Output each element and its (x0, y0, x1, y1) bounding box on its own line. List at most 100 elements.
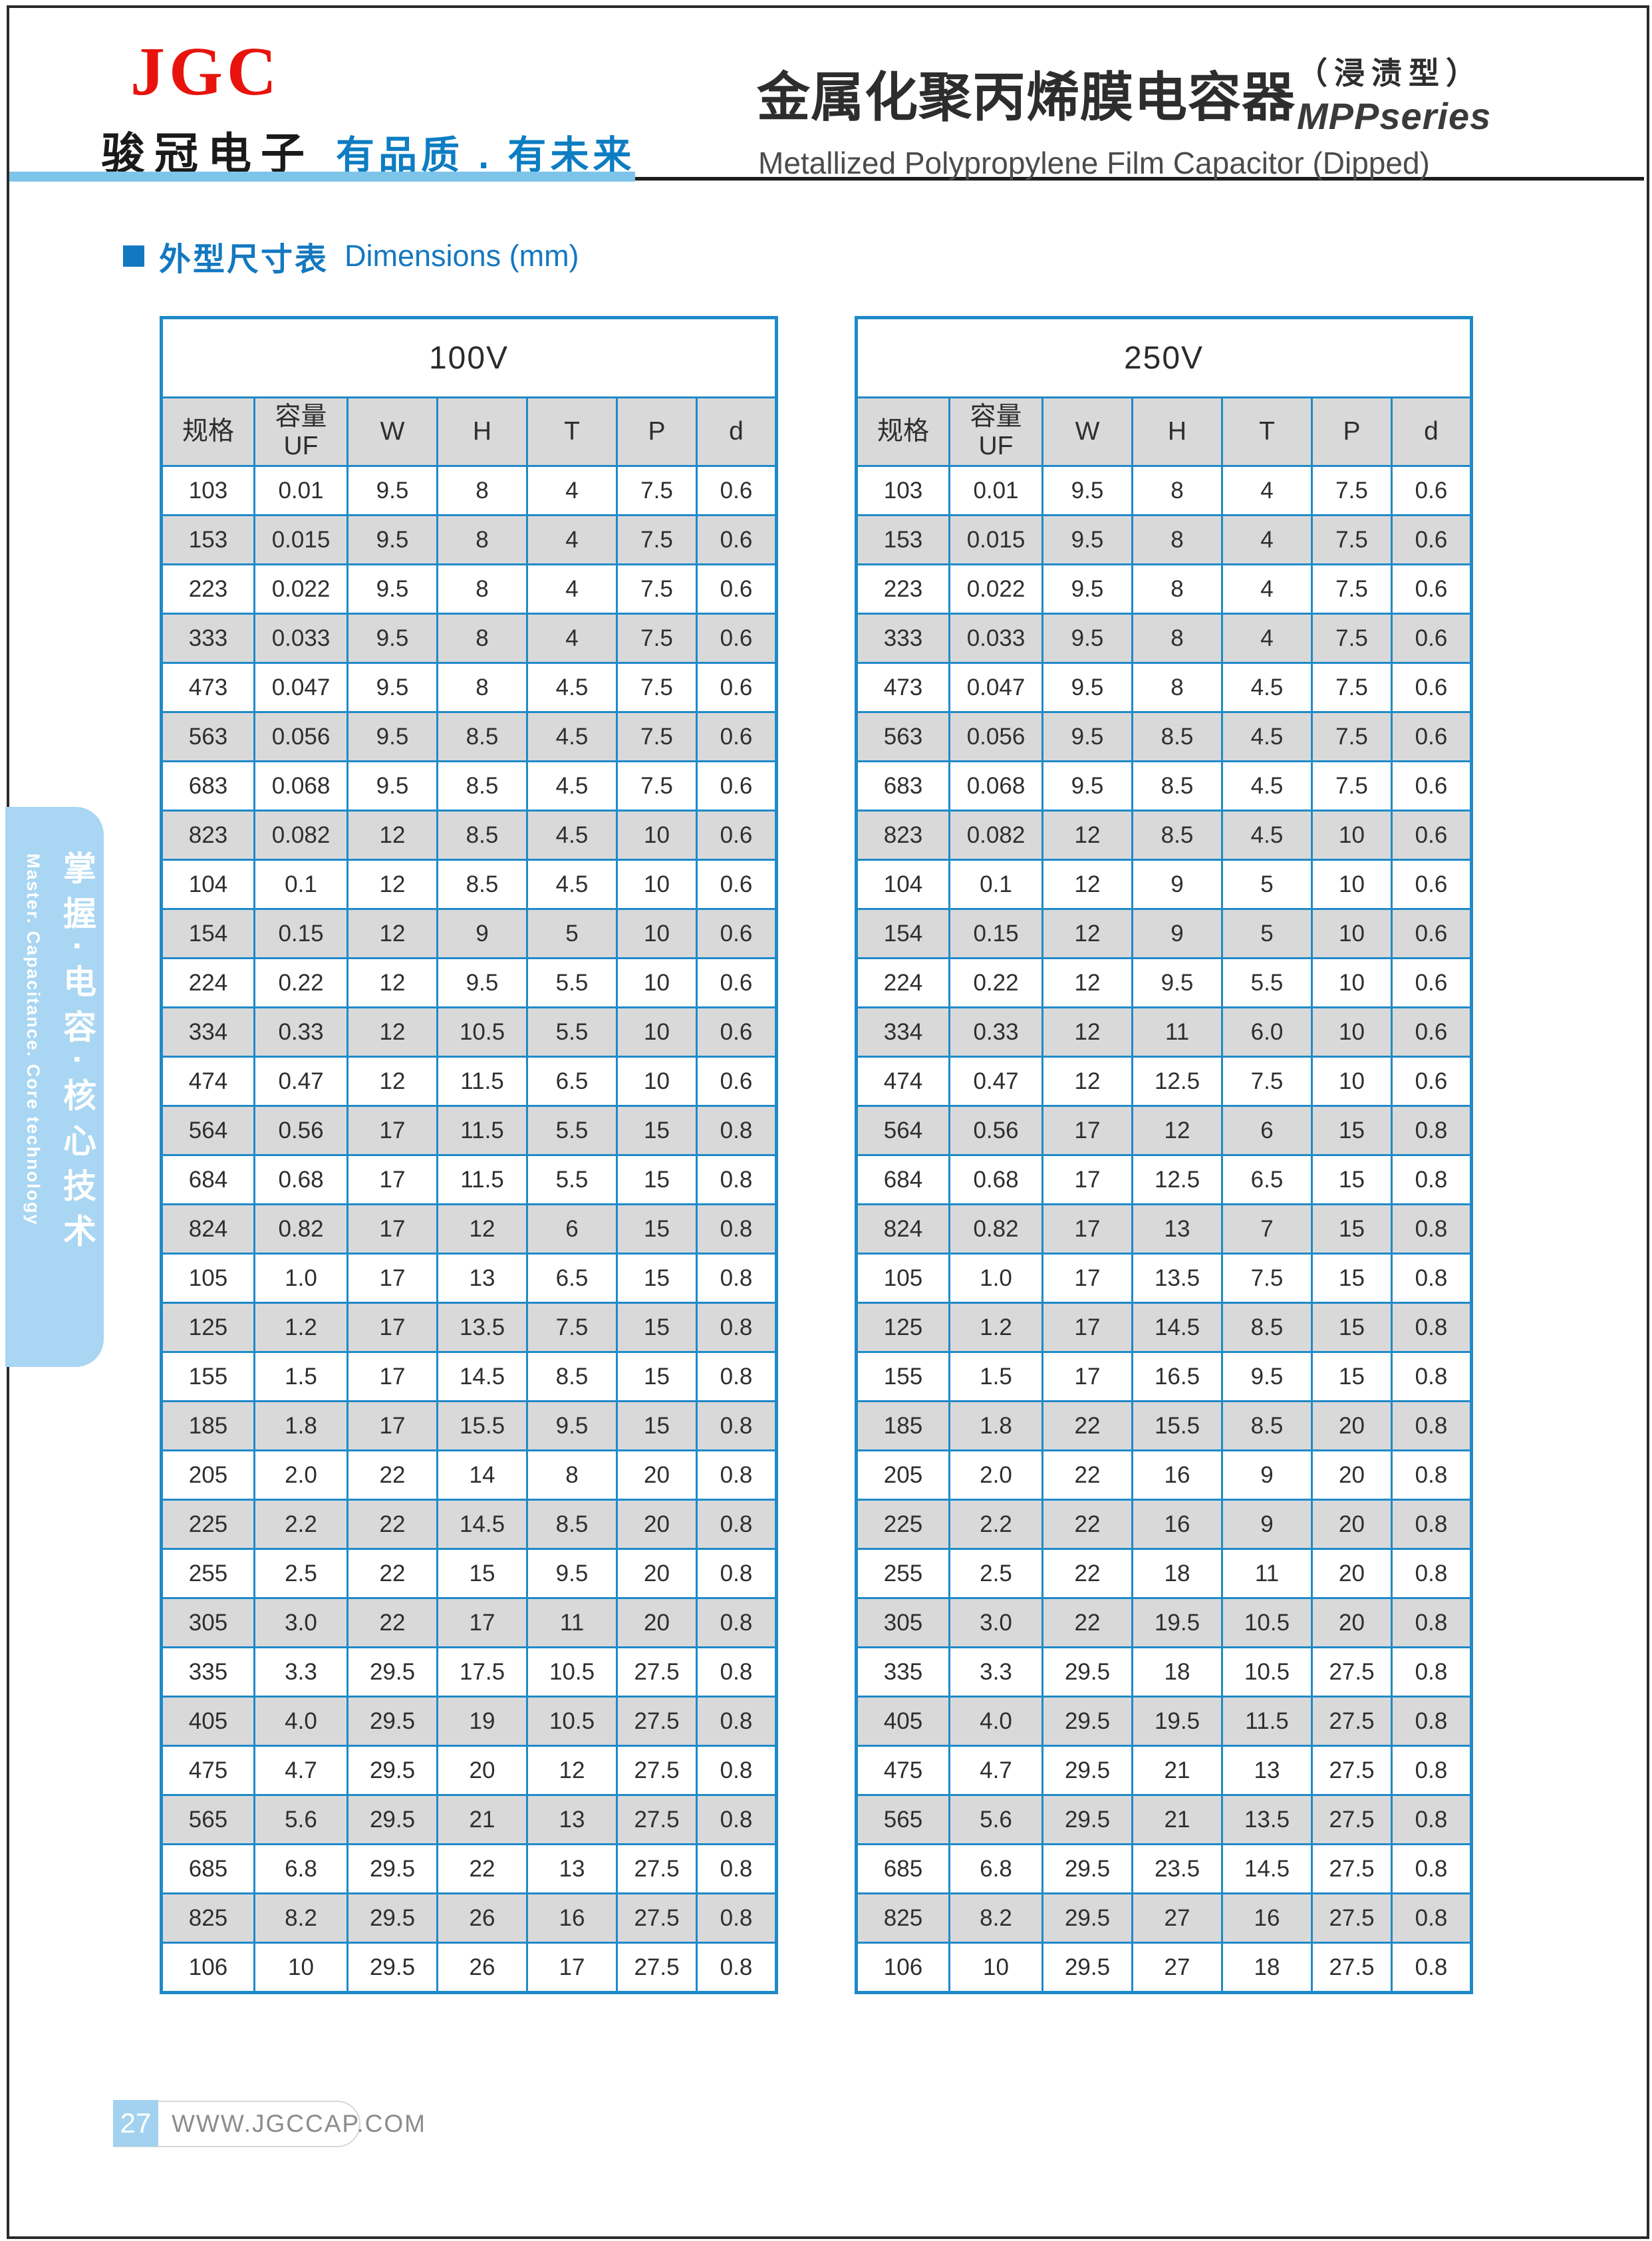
dimension-cell: 9.5 (346, 711, 438, 762)
dimension-cell: 335 (160, 1646, 255, 1698)
dimension-cell: 0.8 (1391, 1745, 1472, 1796)
dimension-cell: 255 (855, 1548, 950, 1599)
dimension-cell: 0.8 (696, 1548, 777, 1599)
dimension-cell: 27.5 (616, 1745, 698, 1796)
dimension-cell: 12 (346, 957, 438, 1008)
dimension-cell: 7.5 (1311, 760, 1393, 812)
dimension-cell: 333 (855, 613, 950, 664)
dimension-cell: 21 (1131, 1794, 1223, 1845)
dimension-cell: 4 (1221, 514, 1313, 565)
dimension-cell: 6.0 (1221, 1006, 1313, 1058)
dimension-cell: 0.8 (696, 1843, 777, 1894)
dimension-cell: 7.5 (616, 465, 698, 516)
dimension-cell: 12 (346, 1056, 438, 1107)
dimension-cell: 0.33 (253, 1006, 348, 1058)
dimension-cell: 0.8 (696, 1253, 777, 1304)
dimension-cell: 0.6 (1391, 514, 1472, 565)
dimension-cell: 823 (855, 810, 950, 861)
header-divider-blue (9, 172, 635, 182)
dimension-cell: 4.5 (1221, 810, 1313, 861)
dimension-cell: 3.3 (253, 1646, 348, 1698)
dimension-cell: 17 (1041, 1154, 1133, 1205)
dimension-cell: 0.33 (948, 1006, 1043, 1058)
dimension-cell: 9.5 (526, 1548, 618, 1599)
dimension-cell: 27.5 (1311, 1646, 1393, 1698)
dimension-cell: 4 (526, 563, 618, 615)
dimension-cell: 7.5 (616, 711, 698, 762)
dimension-cell: 9.5 (526, 1400, 618, 1451)
dimension-cell: 683 (160, 760, 255, 812)
dimension-cell: 565 (855, 1794, 950, 1845)
dimension-cell: 27.5 (1311, 1696, 1393, 1747)
table-row: 205 2.0 22 14 8 20 0.8 (160, 1449, 777, 1501)
dimension-cell: 5.5 (526, 1154, 618, 1205)
dimension-cell: 0.8 (1391, 1696, 1472, 1747)
dimension-cell: 22 (1041, 1548, 1133, 1599)
dimension-cell: 8.5 (1221, 1400, 1313, 1451)
dimension-cell: 155 (855, 1351, 950, 1402)
dimension-cell: 5 (1221, 859, 1313, 910)
dimension-cell: 334 (160, 1006, 255, 1058)
table-row: 223 0.022 9.5 8 4 7.5 0.6 (160, 563, 777, 615)
dimension-cell: 10 (616, 908, 698, 959)
dimension-cell: 9.5 (1041, 514, 1133, 565)
table-row: 685 6.8 29.5 22 13 27.5 0.8 (160, 1843, 777, 1894)
dimension-cell: 17 (1041, 1105, 1133, 1156)
dimension-cell: 255 (160, 1548, 255, 1599)
dimension-cell: 7 (1221, 1203, 1313, 1255)
dimension-cell: 0.022 (253, 563, 348, 615)
dimension-cell: 8 (436, 514, 528, 565)
dimension-cell: 17.5 (436, 1646, 528, 1698)
dimension-cell: 0.6 (1391, 711, 1472, 762)
dimension-cell: 333 (160, 613, 255, 664)
product-title-type: （浸渍型） (1297, 56, 1483, 90)
dimension-cell: 0.6 (696, 1056, 777, 1107)
dimension-cell: 20 (1311, 1449, 1393, 1501)
dimension-cell: 17 (346, 1302, 438, 1353)
dimension-cell: 4.5 (1221, 711, 1313, 762)
dimension-cell: 11 (526, 1597, 618, 1648)
dimension-cell: 6.8 (253, 1843, 348, 1894)
column-header: P (1311, 396, 1393, 467)
dimension-cell: 20 (616, 1499, 698, 1550)
dimension-cell: 0.015 (253, 514, 348, 565)
dimension-cell: 22 (346, 1548, 438, 1599)
dimension-cell: 185 (855, 1400, 950, 1451)
table-row: 125 1.2 17 14.5 8.5 15 0.8 (855, 1302, 1472, 1353)
dimension-cell: 0.6 (1391, 760, 1472, 812)
dimension-cell: 10.5 (1221, 1597, 1313, 1648)
website-url[interactable]: WWW.JGCCAP.COM (172, 2110, 426, 2137)
dimension-cell: 7.5 (1311, 711, 1393, 762)
dimension-cell: 4.0 (948, 1696, 1043, 1747)
dimension-cell: 15 (616, 1400, 698, 1451)
dimension-cell: 684 (855, 1154, 950, 1205)
dimension-cell: 22 (346, 1597, 438, 1648)
dimension-cell: 7.5 (616, 514, 698, 565)
dimension-cell: 223 (855, 563, 950, 615)
dimension-cell: 8.2 (253, 1892, 348, 1944)
dimension-cell: 29.5 (346, 1745, 438, 1796)
dimension-cell: 27 (1131, 1942, 1223, 1994)
dimension-cell: 9 (1221, 1499, 1313, 1550)
dimension-cell: 12 (526, 1745, 618, 1796)
dimension-cell: 11 (1131, 1006, 1223, 1058)
dimension-cell: 9.5 (436, 957, 528, 1008)
table-row: 563 0.056 9.5 8.5 4.5 7.5 0.6 (160, 711, 777, 762)
dimension-cell: 0.56 (253, 1105, 348, 1156)
dimension-cell: 16 (526, 1892, 618, 1944)
dimension-cell: 1.0 (948, 1253, 1043, 1304)
dimension-cell: 7.5 (1311, 613, 1393, 664)
dimension-cell: 29.5 (346, 1843, 438, 1894)
dimension-cell: 0.6 (1391, 1006, 1472, 1058)
dimension-cell: 5.5 (1221, 957, 1313, 1008)
dimension-cell: 18 (1131, 1646, 1223, 1698)
dimension-cell: 17 (346, 1400, 438, 1451)
dimension-cell: 10 (1311, 859, 1393, 910)
dimension-cell: 0.8 (1391, 1942, 1472, 1994)
dimension-cell: 8.5 (1131, 711, 1223, 762)
dimension-cell: 27.5 (1311, 1745, 1393, 1796)
dimension-cell: 4 (1221, 613, 1313, 664)
